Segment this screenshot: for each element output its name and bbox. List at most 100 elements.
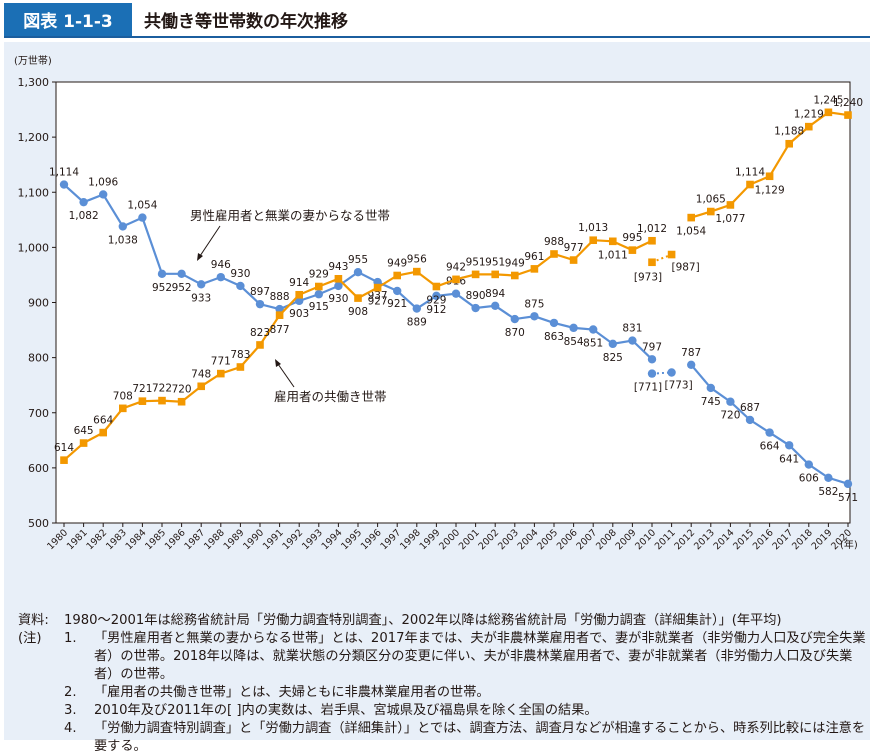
notes: 資料: 1980〜2001年は総務省統計局「労働力調査特別調査」、2002年以降… (18, 612, 870, 756)
x-tick-label: 1990 (241, 527, 266, 552)
data-point (726, 397, 735, 406)
data-label: 988 (544, 236, 564, 248)
data-label: 582 (818, 486, 838, 498)
data-point (549, 318, 559, 328)
data-label: 664 (760, 441, 780, 453)
note-item: (注) 1. 「男性雇用者と無業の妻からなる世帯」とは、2017年までは、夫が非… (18, 630, 870, 684)
data-label: 1,240 (833, 97, 863, 109)
note-number: 4. (64, 721, 77, 736)
figure-label: 図表 1-1-3 (4, 3, 132, 36)
x-tick-label: 2015 (731, 527, 756, 552)
data-label: 1,114 (49, 167, 79, 179)
data-label: 645 (74, 425, 94, 437)
data-point (432, 282, 441, 291)
data-point (628, 246, 637, 254)
data-point (687, 213, 695, 222)
data-point (314, 290, 323, 299)
y-tick-label: 1,000 (18, 241, 50, 254)
note-item: 2. 「雇用者の共働き世帯」とは、夫婦ともに非農林業雇用者の世帯。 (18, 684, 870, 702)
x-tick-label: 1994 (320, 527, 345, 552)
data-label: 914 (289, 277, 309, 289)
data-point (804, 460, 813, 469)
data-point (647, 355, 657, 364)
data-label: 1,129 (755, 184, 785, 196)
data-point (452, 275, 460, 284)
data-label: 823 (250, 327, 270, 339)
data-label: 783 (230, 349, 250, 361)
data-point (530, 312, 539, 321)
data-point (334, 274, 343, 283)
x-tick-label: 1985 (143, 527, 168, 552)
x-tick-label: 2009 (614, 527, 639, 552)
data-label: 1,096 (88, 176, 118, 188)
data-label: 1,038 (108, 234, 138, 246)
data-label: 687 (740, 402, 760, 414)
data-label: 897 (250, 286, 270, 298)
data-point (491, 301, 500, 311)
x-tick-label: 2012 (672, 527, 697, 552)
data-point (413, 267, 421, 276)
data-point (569, 323, 578, 333)
note-text: 「労働力調査特別調査」と「労働力調査（詳細集計）」とでは、調査方法、調査月などが… (94, 721, 866, 754)
data-point (334, 281, 343, 291)
data-label: 1,188 (774, 126, 804, 138)
data-point (589, 325, 598, 334)
data-point (197, 382, 205, 391)
data-point (471, 303, 480, 313)
x-tick-label: 2014 (712, 527, 737, 552)
data-label-bracketed: [771] (634, 382, 662, 394)
data-label: 956 (407, 254, 427, 266)
annotation-arrowhead (275, 359, 281, 367)
data-point (216, 272, 225, 282)
data-label: 721 (132, 383, 152, 395)
y-tick-label: 900 (28, 297, 49, 310)
data-label: 946 (211, 259, 231, 271)
data-label: 952 (152, 282, 172, 294)
data-point (510, 314, 519, 324)
data-label: 977 (564, 242, 584, 254)
data-point (491, 270, 499, 279)
x-tick-label: 1997 (378, 527, 403, 552)
x-tick-label: 2017 (770, 527, 795, 552)
data-label: 903 (289, 308, 309, 320)
x-tick-label: 1980 (45, 527, 70, 552)
data-point (726, 201, 735, 209)
annotation-pointer (199, 225, 221, 257)
data-point (79, 197, 88, 207)
data-point (550, 250, 558, 258)
y-tick-label: 500 (28, 517, 49, 530)
note-text: 2010年及び2011年の[ ]内の実数は、岩手県、宮城県及び福島県を除く全国の… (94, 703, 598, 718)
data-label: 915 (309, 301, 329, 313)
data-point (373, 283, 382, 292)
series-dotted-link (651, 253, 672, 264)
x-tick-label: 1991 (261, 527, 286, 552)
data-point (354, 294, 362, 302)
data-point (609, 237, 617, 246)
data-point (824, 473, 833, 482)
data-label: 825 (603, 352, 623, 364)
data-label: 851 (583, 338, 603, 350)
x-tick-label: 1986 (163, 527, 188, 552)
data-label: 708 (113, 390, 133, 402)
data-point (648, 236, 656, 245)
y-tick-label: 1,100 (18, 186, 50, 199)
x-tick-label: 2010 (633, 527, 658, 552)
x-tick-label: 1983 (104, 527, 129, 552)
note-number: 2. (64, 685, 77, 700)
x-tick-label: 2018 (790, 527, 815, 552)
data-label: 951 (466, 256, 486, 268)
data-label: [773] (664, 380, 692, 392)
data-point (353, 267, 363, 277)
data-point (315, 282, 323, 291)
data-point (177, 397, 186, 406)
data-point (119, 404, 127, 413)
source-text: 1980〜2001年は総務省統計局「労働力調査特別調査」、2002年以降は総務省… (64, 613, 782, 628)
data-label: 951 (485, 256, 505, 268)
data-label: 912 (426, 304, 446, 316)
x-tick-label: 1999 (418, 527, 443, 552)
data-label: 949 (387, 257, 407, 269)
data-point (138, 397, 147, 405)
data-point (99, 428, 107, 437)
data-label: 614 (54, 442, 74, 454)
note-key: (注) (18, 631, 42, 646)
